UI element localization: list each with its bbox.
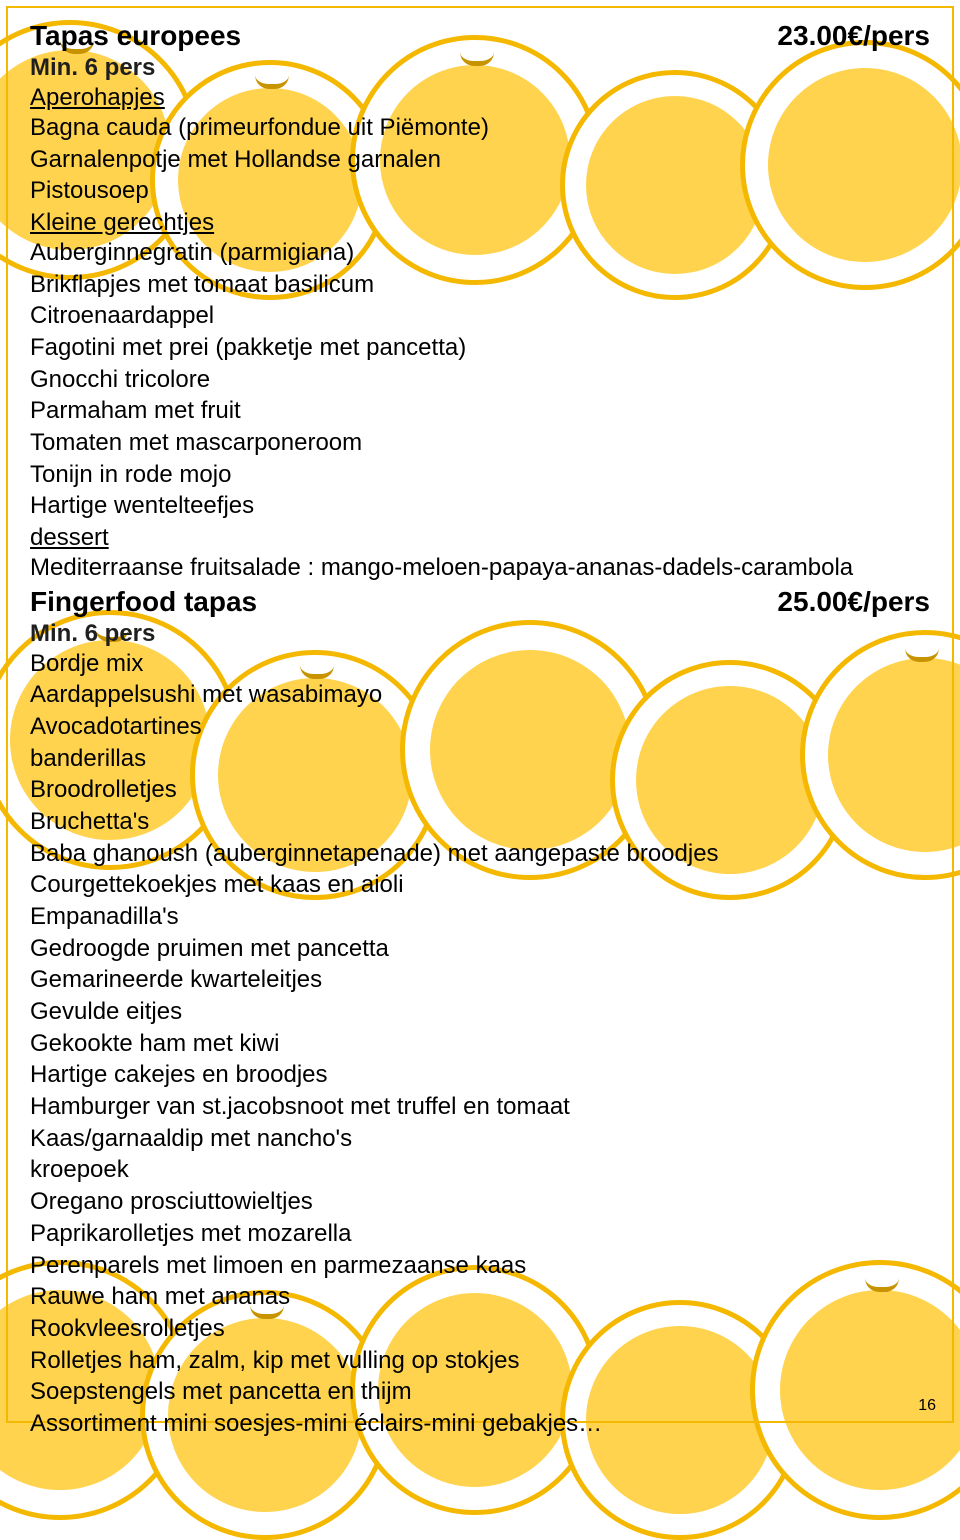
menu-item: Baba ghanoush (auberginnetapenade) met a… [30, 838, 930, 870]
group-0-label: Aperohapjes [30, 84, 930, 112]
menu-item: Parmaham met fruit [30, 395, 930, 427]
menu-item: Paprikarolletjes met mozarella [30, 1218, 930, 1250]
menu-item: Soepstengels met pancetta en thijm [30, 1376, 930, 1408]
menu-item: Bruchetta's [30, 806, 930, 838]
menu-item: Aardappelsushi met wasabimayo [30, 679, 930, 711]
menu-item: Bagna cauda (primeurfondue uit Piëmonte) [30, 112, 930, 144]
menu-item: Gekookte ham met kiwi [30, 1028, 930, 1060]
menu-item: Gedroogde pruimen met pancetta [30, 933, 930, 965]
menu-item: Avocadotartines [30, 711, 930, 743]
menu-item: Auberginnegratin (parmigiana) [30, 237, 930, 269]
menu-item: Tomaten met mascarponeroom [30, 427, 930, 459]
menu-item: Empanadilla's [30, 901, 930, 933]
section-1-header: Tapas europees 23.00€/pers [30, 20, 930, 52]
menu-item: Hartige cakejes en broodjes [30, 1059, 930, 1091]
group-2-label: dessert [30, 524, 930, 552]
menu-item: Rolletjes ham, zalm, kip met vulling op … [30, 1345, 930, 1377]
group-1-label: Kleine gerechtjes [30, 209, 930, 237]
section-2-min: Min. 6 pers [30, 620, 930, 648]
menu-item: Kaas/garnaaldip met nancho's [30, 1123, 930, 1155]
menu-item: Rookvleesrolletjes [30, 1313, 930, 1345]
section-1-title: Tapas europees [30, 20, 241, 52]
menu-item: Hamburger van st.jacobsnoot met truffel … [30, 1091, 930, 1123]
menu-item: Bordje mix [30, 648, 930, 680]
page-content: Tapas europees 23.00€/pers Min. 6 pers A… [0, 0, 960, 1440]
section-2-title: Fingerfood tapas [30, 586, 257, 618]
section-1-price: 23.00€/pers [777, 20, 930, 52]
menu-item: Oregano prosciuttowieltjes [30, 1186, 930, 1218]
menu-item: Tonijn in rode mojo [30, 459, 930, 491]
menu-item: Mediterraanse fruitsalade : mango-meloen… [30, 552, 930, 584]
menu-item: banderillas [30, 743, 930, 775]
menu-item: Gemarineerde kwarteleitjes [30, 964, 930, 996]
menu-item: Hartige wentelteefjes [30, 490, 930, 522]
section-1-min: Min. 6 pers [30, 54, 930, 82]
menu-item: kroepoek [30, 1154, 930, 1186]
menu-item: Fagotini met prei (pakketje met pancetta… [30, 332, 930, 364]
page-number: 16 [918, 1397, 936, 1415]
menu-item: Assortiment mini soesjes-mini éclairs-mi… [30, 1408, 930, 1440]
menu-item: Citroenaardappel [30, 300, 930, 332]
menu-item: Gnocchi tricolore [30, 364, 930, 396]
menu-item: Courgettekoekjes met kaas en aioli [30, 869, 930, 901]
section-2-header: Fingerfood tapas 25.00€/pers [30, 586, 930, 618]
menu-item: Garnalenpotje met Hollandse garnalen [30, 144, 930, 176]
menu-item: Brikflapjes met tomaat basilicum [30, 269, 930, 301]
menu-item: Broodrolletjes [30, 774, 930, 806]
menu-item: Perenparels met limoen en parmezaanse ka… [30, 1250, 930, 1282]
menu-item: Pistousoep [30, 175, 930, 207]
menu-item: Gevulde eitjes [30, 996, 930, 1028]
menu-item: Rauwe ham met ananas [30, 1281, 930, 1313]
section-2-price: 25.00€/pers [777, 586, 930, 618]
